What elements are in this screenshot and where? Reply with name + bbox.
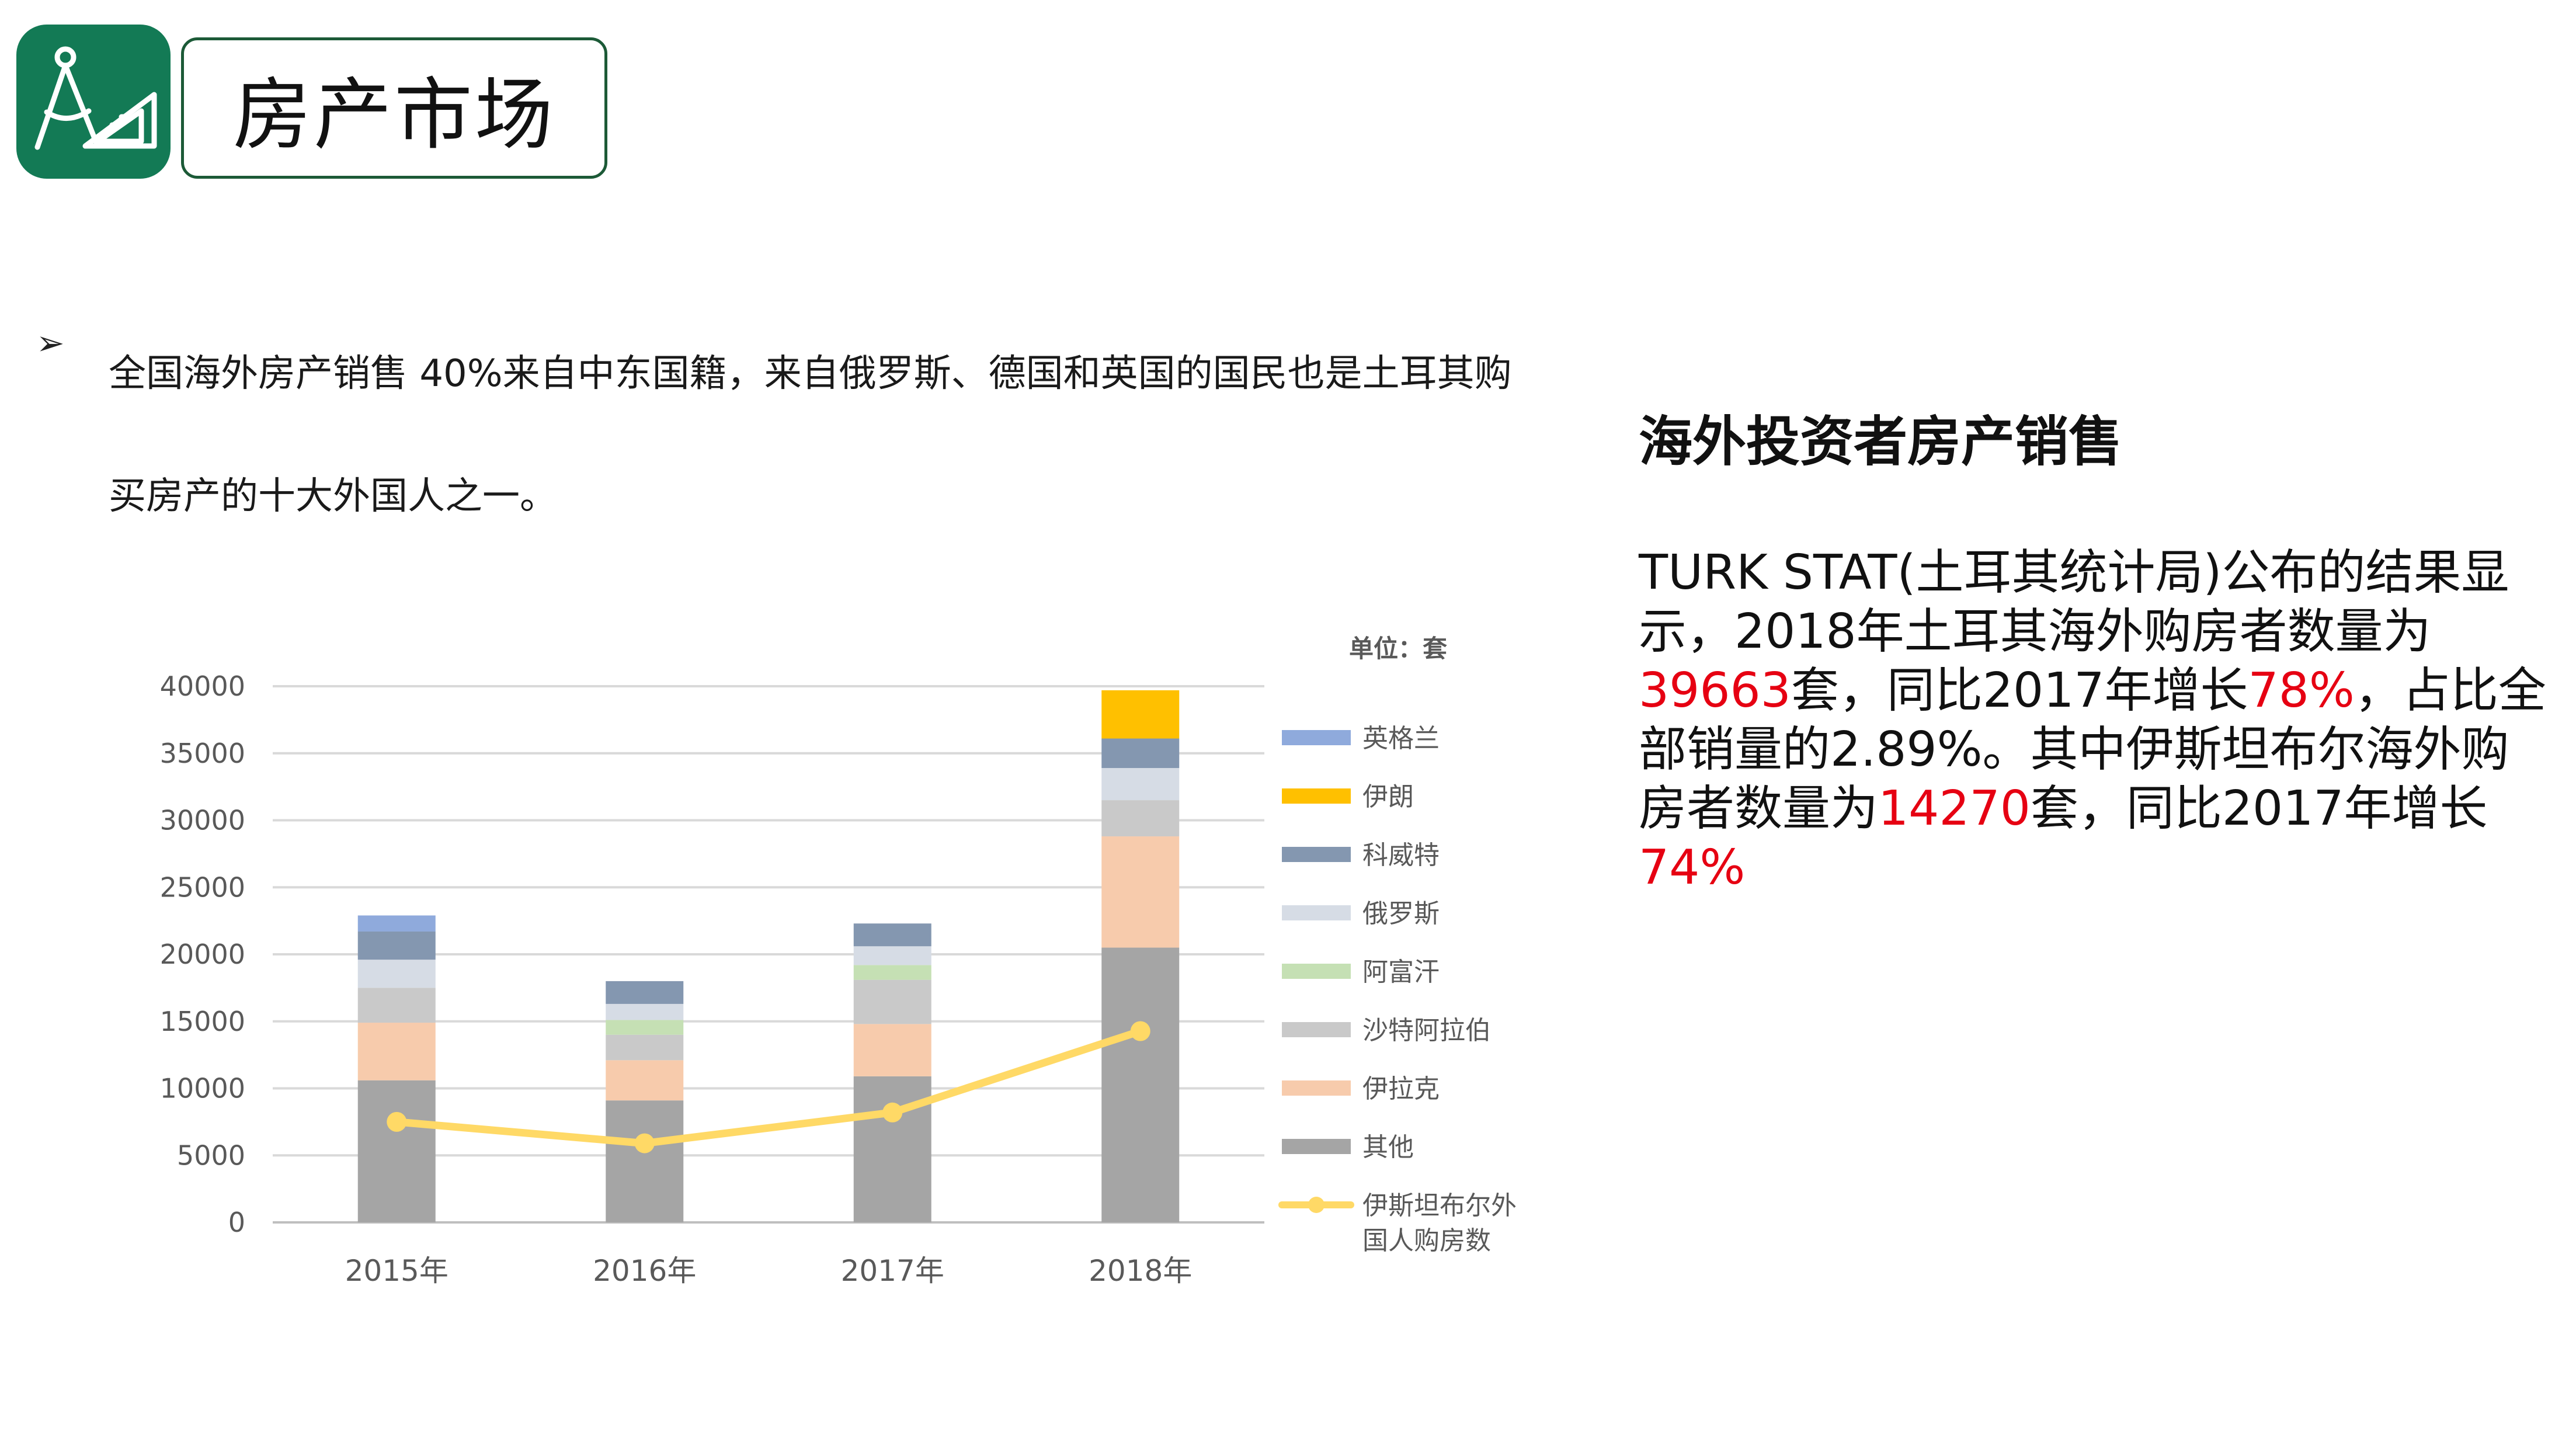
line-point: [882, 1102, 903, 1123]
bar-segment: [1101, 738, 1180, 768]
bar-segment: [853, 923, 931, 947]
bar-segment: [1101, 690, 1180, 739]
y-tick-label: 15000: [160, 1006, 245, 1037]
bar-segment: [357, 960, 436, 988]
side-highlight-istanbul: 14270: [1878, 781, 2031, 836]
legend-swatch: [1282, 847, 1351, 862]
bar-segment: [606, 1034, 684, 1061]
y-tick-label: 30000: [160, 805, 245, 836]
side-paragraph: TURK STAT(土耳其统计局)公布的结果显示，2018年土耳其海外购房者数量…: [1639, 543, 2550, 897]
line-point: [1130, 1021, 1150, 1041]
y-tick-label: 10000: [160, 1073, 245, 1104]
bar-segment: [357, 1023, 436, 1080]
bullet-text: 全国海外房产销售 40%来自中东国籍，来自俄罗斯、德国和英国的国民也是土耳其购 …: [109, 312, 1557, 558]
line-point: [387, 1111, 407, 1132]
page-title: 房产市场: [232, 70, 555, 161]
bar-segment: [853, 965, 931, 980]
bar-segment: [606, 1100, 684, 1222]
legend-label: 阿富汗: [1362, 957, 1440, 987]
bullet-line-1: 全国海外房产销售 40%来自中东国籍，来自俄罗斯、德国和英国的国民也是土耳其购: [109, 352, 1512, 395]
bar-segment: [357, 1080, 436, 1222]
bar-segment: [853, 979, 931, 1024]
bar-segment: [1101, 947, 1180, 1222]
x-tick-label: 2018年: [1089, 1254, 1192, 1288]
chart-unit-label: 单位：套: [1349, 634, 1447, 663]
y-tick-label: 40000: [160, 670, 245, 702]
line-series: [392, 1027, 1145, 1148]
line-point: [634, 1133, 655, 1153]
legend-label: 其他: [1362, 1132, 1414, 1162]
legend-label: 英格兰: [1362, 724, 1440, 753]
side-highlight-growth: 78%: [2248, 663, 2355, 718]
side-text-1: TURK STAT(土耳其统计局)公布的结果显示，2018年土耳其海外购房者数量…: [1639, 545, 2509, 659]
y-tick-label: 25000: [160, 871, 245, 903]
bar-segment: [357, 915, 436, 932]
bullet-line-2: 买房产的十大外国人之一。: [109, 475, 557, 518]
drafting-tools-icon: [34, 46, 157, 150]
legend-label: 伊朗: [1362, 782, 1414, 812]
bar-segment: [853, 1076, 931, 1222]
legend-label: 沙特阿拉伯: [1362, 1016, 1491, 1045]
legend-swatch: [1282, 1080, 1351, 1096]
bar-segment: [1101, 767, 1180, 801]
legend-swatch: [1282, 964, 1351, 979]
bullet-arrow-icon: ➢: [36, 323, 65, 363]
side-heading: 海外投资者房产销售: [1639, 411, 2123, 473]
bar-segment: [1101, 836, 1180, 948]
legend-label: 伊拉克: [1362, 1074, 1440, 1104]
bar-segment: [606, 1020, 684, 1035]
side-highlight-total: 39663: [1639, 663, 1791, 718]
legend-line-label-1: 伊斯坦布尔外: [1362, 1191, 1517, 1221]
bar-segment: [606, 981, 684, 1004]
legend-swatch: [1282, 905, 1351, 920]
bar-segment: [357, 931, 436, 960]
x-tick-label: 2015年: [345, 1254, 449, 1288]
y-tick-label: 5000: [177, 1139, 245, 1171]
bar-segment: [1101, 800, 1180, 837]
legend-label: 科威特: [1362, 840, 1440, 870]
y-tick-label: 20000: [160, 939, 245, 970]
bar-segment: [853, 946, 931, 965]
side-highlight-istanbul-growth: 74%: [1639, 840, 1746, 895]
y-tick-label: 35000: [160, 738, 245, 769]
y-tick-label: 0: [228, 1207, 245, 1238]
x-tick-label: 2016年: [593, 1254, 696, 1288]
logo: [16, 25, 171, 179]
x-tick-label: 2017年: [841, 1254, 944, 1288]
legend-line-marker: [1308, 1197, 1324, 1213]
side-text-2: 套，同比2017年增长: [1791, 663, 2248, 718]
legend-line-label-2: 国人购房数: [1362, 1226, 1491, 1256]
bar-segment: [853, 1024, 931, 1076]
title-box: 房产市场: [181, 37, 607, 179]
legend-swatch: [1282, 1139, 1351, 1154]
legend-swatch: [1282, 730, 1351, 745]
legend-swatch: [1282, 788, 1351, 804]
side-text-4: 套，同比2017年增长: [2030, 781, 2488, 836]
bar-segment: [606, 1003, 684, 1020]
legend-swatch: [1282, 1022, 1351, 1037]
bar-segment: [606, 1060, 684, 1101]
legend-label: 俄罗斯: [1362, 899, 1440, 929]
bar-segment: [357, 988, 436, 1023]
side-text-3: ，占比全部销量的2.89%。其中伊斯坦布尔海外购房者数量为: [1639, 663, 2546, 836]
